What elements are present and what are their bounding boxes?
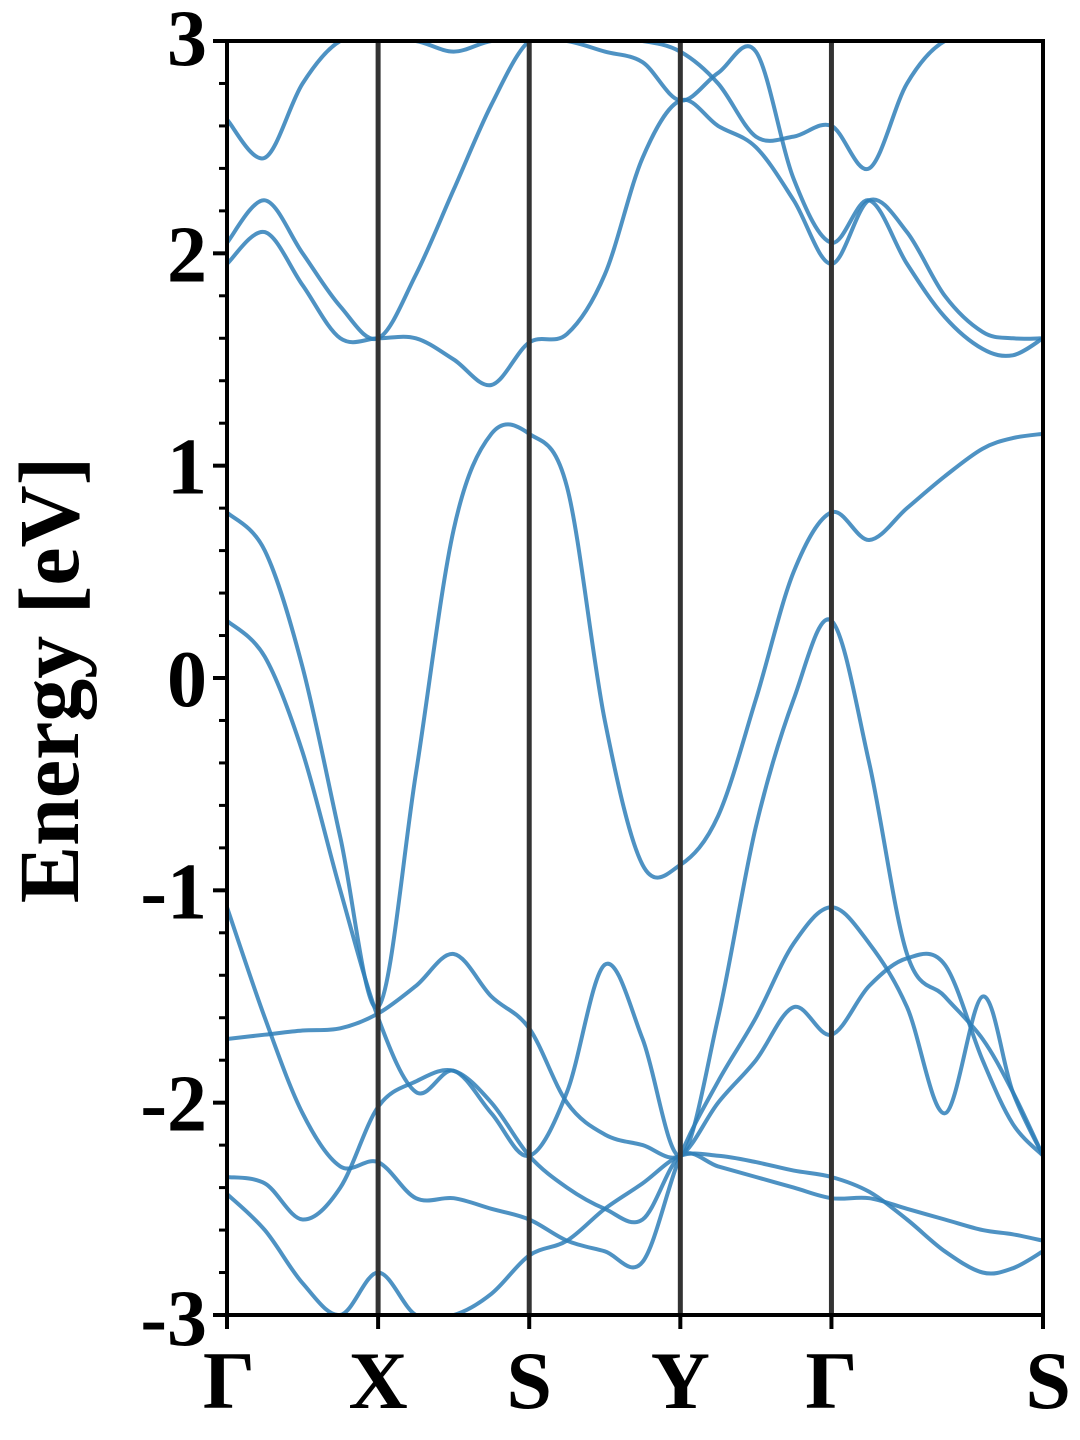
- y-tick-label: -1: [140, 848, 207, 936]
- band-line-1: [227, 422, 1043, 1010]
- y-axis: 3 2 1 0 -1 -2 -3: [140, 0, 227, 1363]
- y-tick-label: 3: [167, 0, 207, 83]
- x-tick-label-6: S: [1025, 1335, 1071, 1426]
- plot-frame: [225, 39, 1045, 1317]
- band-line-3: [227, 905, 1043, 1270]
- band-line-6: [227, 1151, 1043, 1315]
- y-tick-label: -2: [140, 1061, 207, 1149]
- y-axis-label: Energy [eV]: [1, 457, 97, 904]
- x-tick-label-4: Y: [651, 1335, 710, 1426]
- x-tick-label-2: X: [349, 1335, 408, 1426]
- y-tick-label: 1: [167, 424, 207, 512]
- band-line-4: [227, 951, 1043, 1160]
- band-line-7: [227, 97, 1043, 388]
- x-tick-label-3: S: [506, 1335, 552, 1426]
- band-lines: [227, 41, 1043, 1315]
- y-tick-label: 0: [167, 636, 207, 724]
- band-line-2: [227, 617, 1043, 1158]
- x-tick-label-5: Γ: [805, 1335, 857, 1426]
- y-tick-label: 2: [167, 211, 207, 299]
- y-tick-label: -3: [140, 1275, 207, 1363]
- band-line-8: [227, 41, 1043, 358]
- x-tick-label-1: Γ: [203, 1335, 255, 1426]
- high-symmetry-dividers: [375, 41, 834, 1315]
- band-line-5: [227, 1068, 1043, 1243]
